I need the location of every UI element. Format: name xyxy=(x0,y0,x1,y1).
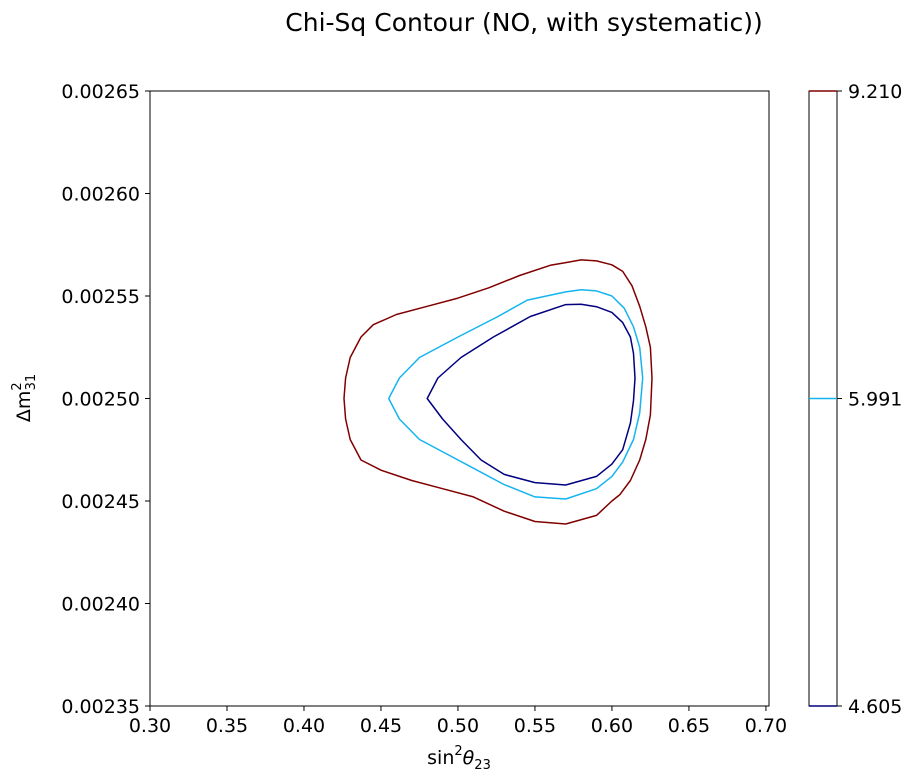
y-tick-label: 0.00250 xyxy=(61,389,140,411)
plot-area xyxy=(149,90,770,707)
colorbar-levels: 4.605 5.991 9.210 xyxy=(809,81,902,718)
x-tick-label: 0.40 xyxy=(283,715,325,737)
y-tick-label: 0.00255 xyxy=(61,286,140,308)
colorbar-tick-label: 4.605 xyxy=(848,696,902,718)
plot-frame xyxy=(149,90,770,707)
y-axis: 0.00235 0.00240 0.00245 0.00250 0.00255 0.002… xyxy=(61,81,150,718)
colorbar-tick-label: 9.210 xyxy=(848,81,902,103)
x-tick-label: 0.55 xyxy=(514,715,556,737)
x-tick-label: 0.50 xyxy=(437,715,479,737)
contour-line-level-0 xyxy=(426,303,636,486)
x-axis: 0.30 0.35 0.40 0.45 0.50 0.55 0.60 0.65 0.70 xyxy=(129,706,787,737)
x-tick-label: 0.30 xyxy=(129,715,171,737)
y-tick-label: 0.00245 xyxy=(61,491,140,513)
contour-line-level-2 xyxy=(343,259,653,525)
contour-layer xyxy=(343,259,653,525)
y-tick-label: 0.00235 xyxy=(61,696,140,718)
colorbar-tick-label: 5.991 xyxy=(848,389,902,411)
x-tick-label: 0.70 xyxy=(745,715,787,737)
x-axis-label: sin2θ23 xyxy=(427,744,491,773)
contour-line-level-1 xyxy=(387,289,644,500)
x-tick-label: 0.45 xyxy=(360,715,402,737)
colorbar: 4.605 5.991 9.210 xyxy=(808,81,902,718)
x-tick-label: 0.35 xyxy=(206,715,248,737)
x-tick-label: 0.65 xyxy=(668,715,710,737)
y-axis-label: Δm231 xyxy=(10,374,39,422)
y-tick-label: 0.00265 xyxy=(61,81,140,103)
chart-title: Chi-Sq Contour (NO, with systematic)) xyxy=(285,8,762,37)
y-tick-label: 0.00260 xyxy=(61,184,140,206)
x-tick-label: 0.60 xyxy=(591,715,633,737)
y-tick-label: 0.00240 xyxy=(61,594,140,616)
